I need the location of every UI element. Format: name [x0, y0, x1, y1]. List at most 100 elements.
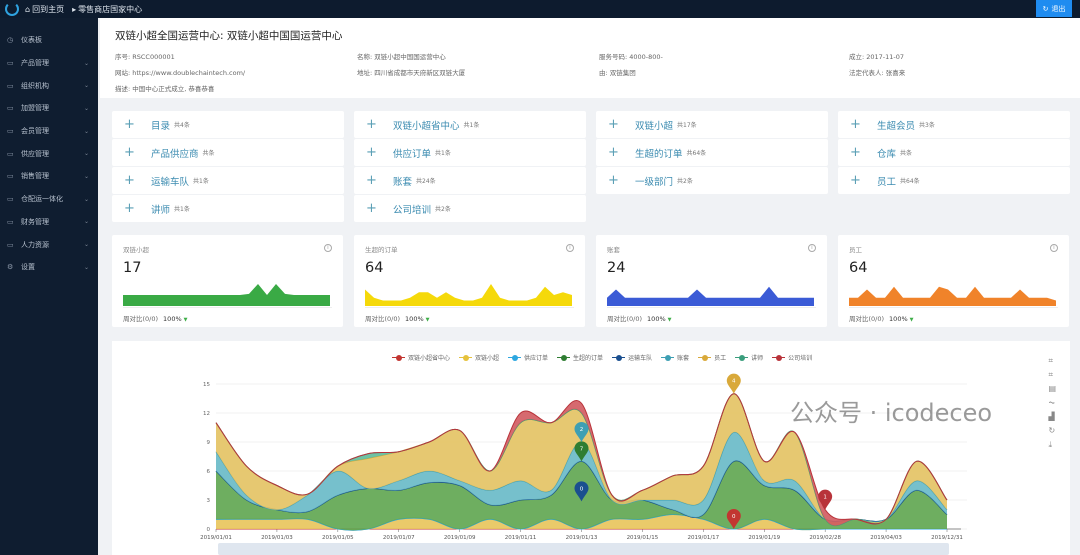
sidebar-item[interactable]: ▭ 仓配运一体化 ⌄ [0, 188, 98, 211]
link-card[interactable]: + 讲师 共1条 [112, 195, 344, 222]
markpoint-label: 1 [823, 495, 827, 501]
legend-marker [459, 354, 473, 361]
sidebar-item[interactable]: ▭ 销售管理 ⌄ [0, 165, 98, 188]
chevron-down-icon: ⌄ [83, 82, 89, 90]
link-card[interactable]: + 运输车队 共1条 [112, 167, 344, 194]
markpoint-pin [574, 481, 589, 502]
legend-marker [557, 354, 571, 361]
sidebar-item[interactable]: ▭ 财务管理 ⌄ [0, 211, 98, 234]
info-icon[interactable]: i [808, 244, 816, 252]
sidebar-item[interactable]: ▭ 供应管理 ⌄ [0, 142, 98, 165]
legend-label: 员工 [714, 355, 727, 362]
link-card[interactable]: + 目录 共4条 [112, 111, 344, 138]
link-count: 共条 [202, 150, 215, 157]
legend-item[interactable]: 双链小超省中心 [392, 353, 450, 362]
sparkline-area [849, 286, 1056, 306]
sidebar-item[interactable]: ▭ 产品管理 ⌄ [0, 52, 98, 75]
legend-item[interactable]: 公司培训 [772, 353, 812, 362]
download-icon[interactable]: ⤓ [1048, 440, 1052, 449]
sidebar-item[interactable]: ▭ 组织机构 ⌄ [0, 74, 98, 97]
link-count: 共3条 [919, 122, 935, 129]
folder-icon: ▭ [7, 172, 14, 181]
datazoom-slider[interactable] [218, 543, 949, 555]
link-card[interactable]: + 一级部门 共2条 [596, 167, 828, 194]
link-card[interactable]: + 仓库 共条 [838, 139, 1070, 166]
folder-icon: ▭ [7, 81, 14, 90]
link-card[interactable]: + 账套 共24条 [354, 167, 586, 194]
sparkline [849, 286, 1056, 306]
legend-label: 账套 [677, 355, 690, 362]
sparkline [123, 284, 330, 306]
link-count: 共2条 [435, 206, 451, 213]
folder-icon: ▭ [7, 217, 14, 226]
folder-icon: ▭ [7, 127, 14, 136]
info-icon[interactable]: i [324, 244, 332, 252]
legend-item[interactable]: 双链小超 [459, 353, 499, 362]
plus-icon: + [366, 201, 377, 216]
y-tick-label: 15 [203, 382, 210, 388]
link-card[interactable]: + 生超会员 共3条 [838, 111, 1070, 138]
folder-icon: ▭ [7, 59, 14, 68]
stat-footer: 周对比(0/0) 100% ▼ [123, 307, 332, 323]
stat-footer: 周对比(0/0) 100% ▼ [365, 307, 574, 323]
watermark: 公众号 · icodeceo [790, 399, 993, 427]
markpoint-label: 0 [732, 514, 736, 520]
link-card[interactable]: + 公司培训 共2条 [354, 195, 586, 222]
link-card[interactable]: + 员工 共64条 [838, 167, 1070, 194]
folder-icon: ▭ [7, 195, 14, 204]
legend-marker [661, 354, 675, 361]
breadcrumb[interactable]: ▸ 零售商店国家中心 [72, 4, 143, 14]
legend-item[interactable]: 运输车队 [612, 353, 652, 362]
info-icon[interactable]: i [1050, 244, 1058, 252]
markpoint-pin [574, 441, 589, 462]
sidebar-item-label: 销售管理 [21, 172, 49, 181]
sidebar-item[interactable]: ▭ 加盟管理 ⌄ [0, 97, 98, 120]
link-card[interactable]: + 双链小超 共17条 [596, 111, 828, 138]
plus-icon: + [124, 145, 135, 160]
markpoint-pin [818, 489, 833, 510]
legend-item[interactable]: 账套 [661, 353, 689, 362]
logout-icon: ↻ [1042, 4, 1049, 13]
info-field: 服务号码: 4000-800- [599, 53, 663, 61]
info-field: 法定代表人: 张喜来 [849, 69, 906, 77]
legend-item[interactable]: 生超的订单 [557, 353, 603, 362]
data-view-icon[interactable]: ▤ [1048, 384, 1056, 393]
sidebar-item[interactable]: ▭ 人力资源 ⌄ [0, 233, 98, 256]
link-label: 员工 [877, 176, 897, 188]
bar-chart-icon[interactable]: ▟ [1048, 412, 1055, 421]
chevron-down-icon: ⌄ [83, 172, 89, 180]
link-card[interactable]: + 产品供应商 共条 [112, 139, 344, 166]
link-card[interactable]: + 供应订单 共1条 [354, 139, 586, 166]
legend-item[interactable]: 员工 [698, 353, 726, 362]
link-card[interactable]: + 双链小超省中心 共1条 [354, 111, 586, 138]
dashboard-icon: ◷ [7, 36, 14, 45]
sidebar-item[interactable]: ⚙ 设置 ⌄ [0, 256, 98, 279]
stat-card: 员工 i 64 周对比(0/0) 100% ▼ [838, 235, 1069, 327]
restore-icon[interactable]: ↻ [1048, 426, 1056, 435]
stat-title: 账套 [607, 246, 620, 254]
stat-title: 员工 [849, 246, 862, 254]
info-icon[interactable]: i [566, 244, 574, 252]
link-label: 仓库 [877, 148, 897, 160]
sidebar-item-label: 人力资源 [21, 240, 49, 249]
stat-card: 生超的订单 i 64 周对比(0/0) 100% ▼ [354, 235, 585, 327]
home-link[interactable]: ⌂ 回到主页 [25, 4, 65, 14]
x-tick-label: 2019/01/13 [566, 535, 598, 541]
sidebar-item-label: 会员管理 [21, 127, 49, 136]
exit-button[interactable]: ↻ 退出 [1036, 0, 1072, 17]
sidebar-item[interactable]: ▭ 会员管理 ⌄ [0, 120, 98, 143]
link-card[interactable]: + 生超的订单 共64条 [596, 139, 828, 166]
legend-marker [735, 354, 749, 361]
legend-item[interactable]: 供应订单 [508, 353, 548, 362]
line-chart-icon[interactable]: ⏦ [1048, 398, 1055, 407]
zoom-icon[interactable]: ⌗ [1048, 356, 1053, 365]
legend-item[interactable]: 讲师 [735, 353, 763, 362]
stat-card: 双链小超 i 17 周对比(0/0) 100% ▼ [112, 235, 343, 327]
markpoint-pin [726, 509, 741, 529]
markpoint-pin [574, 422, 589, 442]
zoom-reset-icon[interactable]: ⌗ [1048, 370, 1053, 379]
link-count: 共1条 [174, 206, 190, 213]
sidebar-item[interactable]: ◷ 仪表板 [0, 29, 98, 52]
plus-icon: + [366, 117, 377, 132]
plus-icon: + [124, 201, 135, 216]
